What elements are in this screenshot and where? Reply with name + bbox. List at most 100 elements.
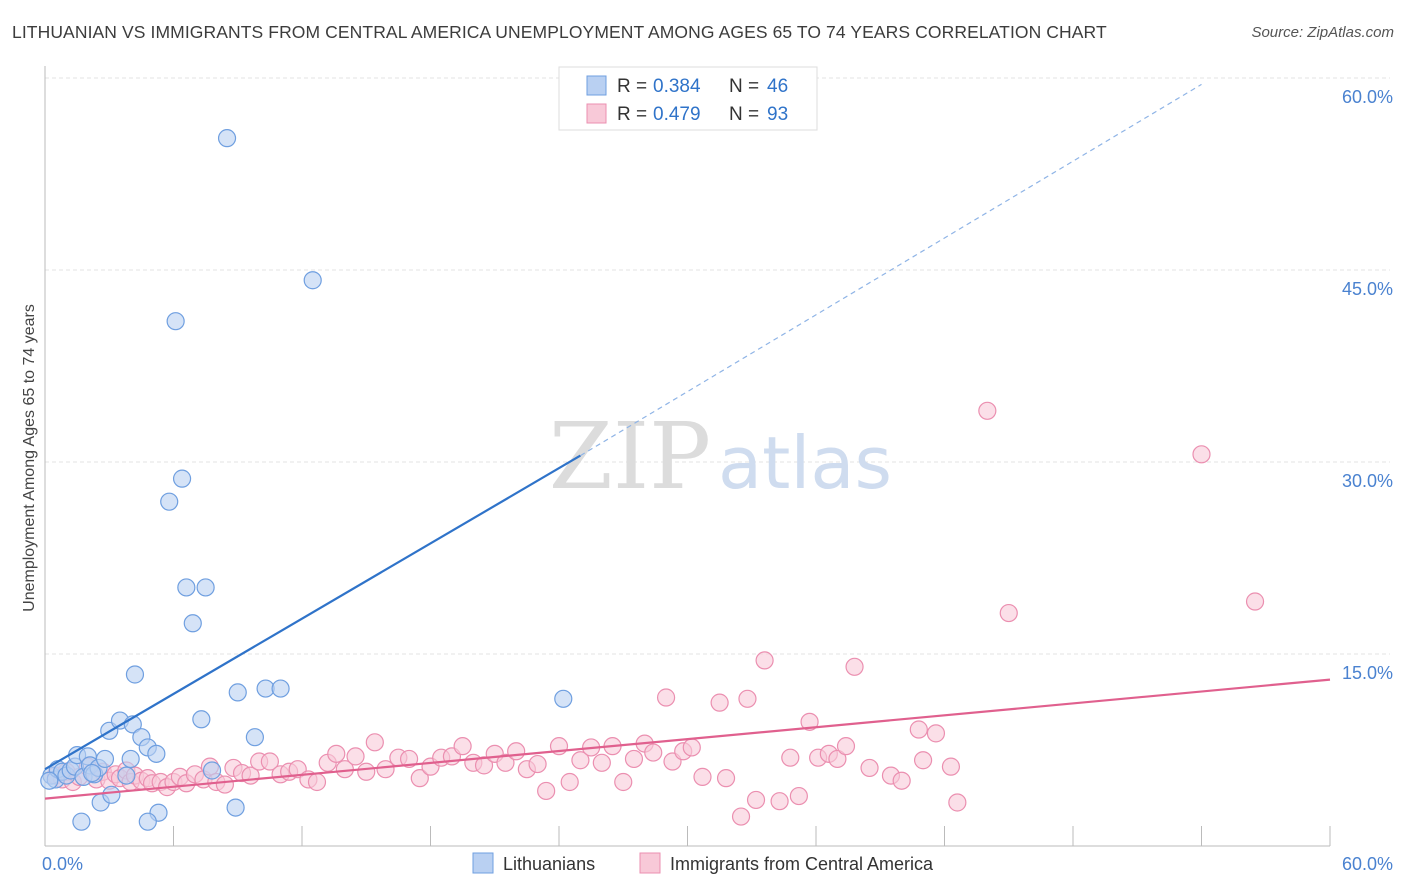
point-series0-33 <box>202 761 222 780</box>
point-series0-41 <box>554 689 573 708</box>
point-series1-95 <box>941 757 961 776</box>
trend-lines <box>44 83 1331 800</box>
watermark-atlas: atlas <box>718 421 892 505</box>
trend-line-lithuanians <box>44 454 581 771</box>
point-series1-80 <box>770 792 789 811</box>
point-series1-68 <box>644 743 663 762</box>
point-series1-81 <box>781 748 800 767</box>
point-series0-42 <box>72 812 91 831</box>
trend-line-lithuanians-extrapolated <box>580 83 1202 457</box>
data-points <box>40 129 1265 831</box>
point-series1-57 <box>528 754 547 774</box>
point-series1-40 <box>346 747 365 766</box>
point-series0-35 <box>226 798 245 817</box>
point-series0-32 <box>196 578 215 597</box>
point-series1-43 <box>376 760 395 779</box>
bottom-legend-swatch-central-america <box>639 852 661 874</box>
legend-n-label-0: N = <box>729 76 759 97</box>
point-series0-14 <box>95 749 115 769</box>
point-series0-34 <box>217 129 237 148</box>
point-series1-83 <box>800 712 819 731</box>
legend-n-value-1: 93 <box>767 104 788 125</box>
point-series1-41 <box>357 762 376 781</box>
point-series1-100 <box>1245 592 1265 611</box>
point-series1-65 <box>614 772 633 792</box>
bottom-legend-label-lithuanians: Lithuanians <box>503 854 595 874</box>
point-series0-45 <box>83 763 102 783</box>
point-series1-87 <box>836 737 856 756</box>
point-series1-55 <box>507 742 526 761</box>
point-series1-75 <box>716 769 736 788</box>
watermark: ZIP atlas <box>549 403 892 510</box>
y-tick-label-3: 60.0% <box>1342 87 1393 107</box>
point-series1-77 <box>738 689 757 708</box>
point-series0-26 <box>166 312 185 331</box>
point-series0-29 <box>177 578 196 597</box>
point-series1-31 <box>260 752 279 771</box>
point-series1-42 <box>365 733 384 752</box>
top-legend: R = 0.384 N = 46 R = 0.479 N = 93 <box>558 66 818 131</box>
y-tick-label-0: 15.0% <box>1342 663 1393 683</box>
point-series1-61 <box>571 751 590 770</box>
point-series0-27 <box>160 492 179 511</box>
legend-n-label-1: N = <box>729 104 759 125</box>
point-series0-18 <box>117 766 136 785</box>
chart-source: Source: ZipAtlas.com <box>1251 24 1394 41</box>
point-series1-97 <box>978 401 997 420</box>
series-0 <box>40 129 573 831</box>
y-axis-label: Unemployment Among Ages 65 to 74 years <box>21 304 38 612</box>
point-series0-40 <box>303 271 322 290</box>
legend-swatch-central-america <box>586 103 607 124</box>
point-series0-44 <box>40 771 59 790</box>
point-series1-99 <box>1192 445 1211 464</box>
point-series1-63 <box>592 753 611 772</box>
point-series1-45 <box>399 749 419 769</box>
bottom-legend: Lithuanians Immigrants from Central Amer… <box>472 852 934 874</box>
point-series1-74 <box>710 693 729 712</box>
point-series1-79 <box>755 651 774 670</box>
point-series1-72 <box>682 738 701 757</box>
point-series1-60 <box>560 772 579 792</box>
point-series1-69 <box>656 688 676 707</box>
point-series1-91 <box>892 771 911 790</box>
gridlines <box>45 77 1390 655</box>
point-series0-16 <box>102 785 121 804</box>
point-series1-26 <box>215 775 234 794</box>
point-series1-73 <box>693 767 712 786</box>
legend-r-label-0: R = <box>617 76 647 97</box>
point-series0-24 <box>147 744 166 763</box>
point-series0-30 <box>183 614 202 633</box>
legend-r-value-0: 0.384 <box>653 76 701 97</box>
point-series1-38 <box>327 744 346 763</box>
point-series1-93 <box>913 751 933 770</box>
y-tick-label-1: 30.0% <box>1342 471 1393 491</box>
point-series1-89 <box>860 758 879 778</box>
y-tick-label-2: 45.0% <box>1342 279 1393 299</box>
point-series1-36 <box>307 772 327 792</box>
point-series1-96 <box>948 793 967 812</box>
point-series1-76 <box>731 807 751 826</box>
point-series1-58 <box>537 781 556 801</box>
bottom-legend-label-central-america: Immigrants from Central America <box>670 854 934 874</box>
point-series1-78 <box>746 790 766 810</box>
point-series1-82 <box>789 786 808 806</box>
point-series0-43 <box>138 812 157 831</box>
point-series0-19 <box>121 749 140 769</box>
point-series1-54 <box>496 753 515 772</box>
legend-swatch-lithuanians <box>586 75 607 96</box>
bottom-legend-swatch-lithuanians <box>472 852 494 874</box>
watermark-zip: ZIP <box>549 403 711 510</box>
point-series0-39 <box>271 679 290 698</box>
point-series1-88 <box>845 657 864 676</box>
point-series0-31 <box>192 710 211 729</box>
point-series0-28 <box>172 469 192 488</box>
trend-line-central-america <box>44 678 1331 800</box>
point-series1-66 <box>624 749 644 769</box>
tick-labels: 15.0% 30.0% 45.0% 60.0% 0.0% 60.0% <box>42 87 1393 874</box>
axes <box>44 66 1331 847</box>
point-series1-50 <box>453 737 472 756</box>
point-series1-94 <box>926 724 946 743</box>
legend-r-label-1: R = <box>617 104 647 125</box>
point-series0-37 <box>245 728 264 747</box>
